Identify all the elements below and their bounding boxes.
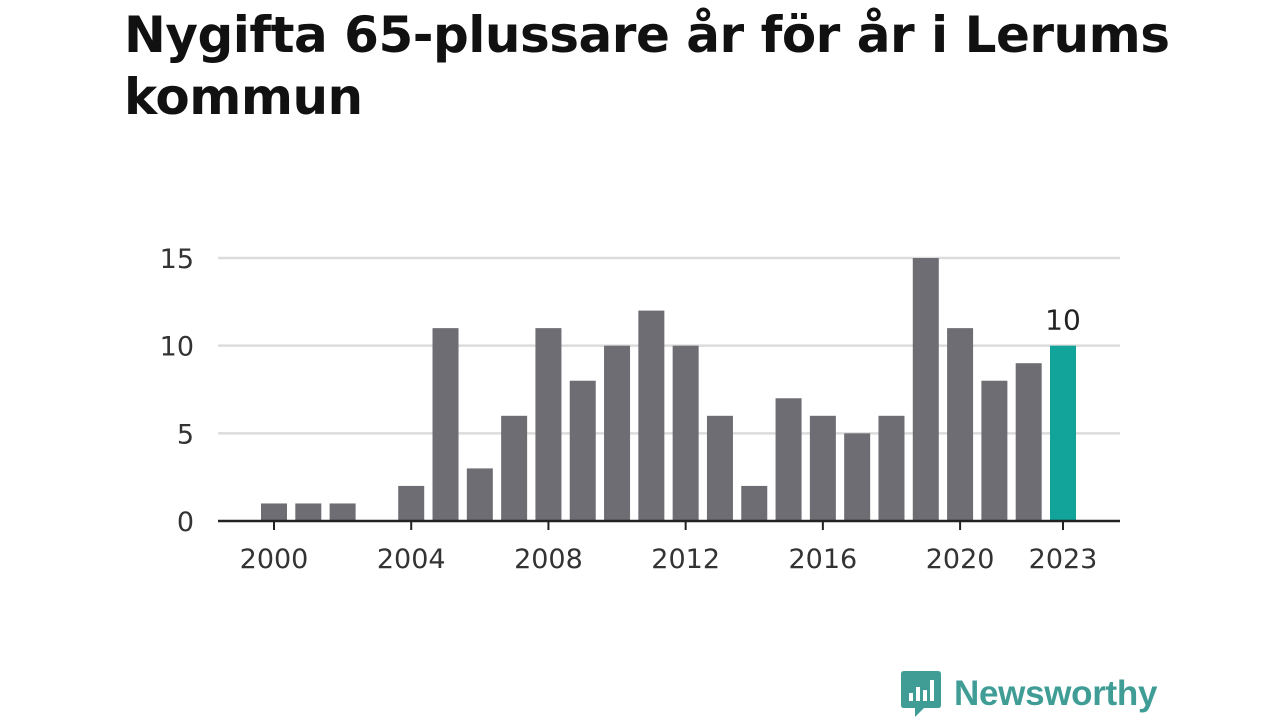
x-tick-label-2004: 2004 [377,544,446,575]
data-labels: 10 [1045,304,1081,337]
x-tick-label-2016: 2016 [789,544,858,575]
bar-2001 [295,503,322,521]
bar-2006 [466,468,493,521]
x-tick-label-2000: 2000 [240,544,309,575]
bar-2018 [878,415,905,521]
brand-name: Newsworthy [954,674,1158,713]
bar-2014 [741,485,768,521]
bar-2012 [672,345,699,521]
y-axis: 0 5 10 15 [160,244,194,538]
bar-2009 [569,380,596,521]
bar-2010 [604,345,631,521]
bar-2002 [329,503,356,521]
x-tick-label-2012: 2012 [651,544,720,575]
x-tick-label-2008: 2008 [514,544,583,575]
bar-2017 [844,433,871,521]
y-tick-label-0: 0 [177,507,194,538]
bar-2000 [261,503,287,521]
y-tick-label-5: 5 [177,419,194,450]
bar-2020 [947,328,974,521]
bar-2021 [981,380,1008,521]
bar-2023 [1050,345,1076,521]
bar-2004 [398,485,425,521]
y-tick-label-10: 10 [160,332,194,363]
bar-2007 [501,415,528,521]
bar-2013 [706,415,733,521]
x-tick-label-2020: 2020 [926,544,995,575]
newsworthy-logo-icon [901,671,941,717]
newsworthy-logo: Newsworthy [900,668,1157,720]
chart-title: Nygifta 65-plussare år för år i Lerums k… [124,6,1170,126]
bars [261,258,1076,521]
data-label-2023: 10 [1045,304,1081,337]
bar-2008 [535,328,562,521]
bar-2022 [1015,363,1042,521]
bar-2019 [912,258,939,521]
bar-2016 [809,415,836,521]
bar-2005 [432,328,459,521]
y-tick-label-15: 15 [160,244,194,275]
x-tick-label-2023: 2023 [1029,544,1098,575]
bar-2011 [638,310,665,521]
bar-2015 [775,398,802,521]
x-axis: 2000 2004 2008 2012 2016 2020 2023 [218,519,1120,575]
